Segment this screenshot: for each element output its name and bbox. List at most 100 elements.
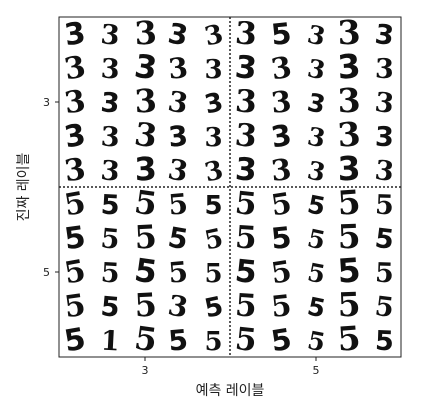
- digit-q3-r0-c0: 5: [233, 185, 258, 223]
- digit-q1-r4-c4: 3: [373, 155, 395, 188]
- digit-q2-r4-c0: 5: [62, 321, 89, 359]
- digit-q0-r0-c1: 3: [99, 19, 120, 52]
- digit-q2-r2-c3: 5: [167, 255, 189, 290]
- digit-q0-r3-c2: 3: [132, 115, 159, 156]
- digit-q0-r0-c2: 3: [134, 13, 158, 52]
- digit-q3-r3-c4: 5: [373, 291, 395, 324]
- digit-q2-r4-c3: 5: [167, 323, 189, 358]
- digit-q2-r1-c2: 5: [134, 217, 158, 256]
- digit-q1-r3-c3: 3: [336, 114, 362, 155]
- digit-q0-r2-c2: 3: [134, 81, 158, 120]
- digit-q0-r3-c1: 3: [100, 122, 120, 154]
- digit-q3-r3-c0: 5: [234, 287, 258, 324]
- digit-q0-r0-c3: 3: [166, 17, 191, 53]
- digit-q1-r1-c1: 3: [269, 50, 294, 87]
- y-axis-label: 진짜 레이블: [16, 152, 32, 221]
- digit-q3-r2-c0: 5: [233, 253, 258, 291]
- digit-q0-r2-c0: 3: [62, 84, 88, 122]
- digit-q1-r3-c4: 3: [375, 122, 395, 154]
- digit-q3-r4-c0: 5: [233, 321, 258, 359]
- digits-layer: 3 3 3 3 33 3 3 3 33 3 3 3 33 3 3 3 33 3 3 3 33 5 3 3 33 3 3 3 33 3 3 3 3…: [62, 13, 396, 360]
- digit-q3-r4-c1: 5: [269, 322, 294, 359]
- digit-q0-r4-c3: 3: [166, 153, 191, 189]
- digit-q3-r4-c4: 5: [375, 326, 395, 358]
- digit-q2-r2-c2: 5: [132, 251, 159, 292]
- digit-q1-r0-c4: 3: [373, 19, 395, 52]
- digit-q1-r4-c1: 3: [269, 152, 293, 188]
- digit-q2-r1-c0: 5: [62, 220, 88, 258]
- digit-q3-r1-c4: 5: [373, 223, 395, 256]
- digit-q2-r3-c0: 5: [62, 288, 88, 326]
- digit-q1-r3-c1: 3: [269, 118, 294, 155]
- digit-q2-r0-c4: 5: [204, 191, 222, 221]
- digit-q0-r0-c0: 3: [62, 16, 88, 54]
- digit-q0-r1-c0: 3: [62, 49, 89, 87]
- digit-q3-r0-c3: 5: [336, 182, 362, 223]
- digit-q0-r0-c4: 3: [202, 19, 226, 52]
- digit-q2-r1-c3: 5: [166, 221, 191, 257]
- digit-q3-r1-c3: 5: [337, 217, 361, 257]
- digit-q0-r1-c4: 3: [204, 55, 222, 85]
- digit-q1-r0-c0: 3: [234, 15, 258, 52]
- digit-q2-r1-c4: 5: [202, 223, 226, 256]
- digit-q0-r4-c1: 3: [99, 155, 120, 188]
- digit-q1-r1-c2: 3: [305, 54, 328, 86]
- digit-q3-r1-c1: 5: [269, 220, 293, 256]
- digit-q2-r0-c0: 5: [62, 185, 89, 223]
- digit-q2-r1-c1: 5: [99, 223, 120, 256]
- digit-q0-r4-c4: 3: [202, 155, 226, 188]
- x-tick-label-3: 3: [142, 364, 149, 377]
- digit-q3-r1-c2: 5: [305, 223, 328, 255]
- digit-q1-r1-c0: 3: [233, 49, 258, 87]
- digit-q1-r2-c1: 3: [269, 84, 293, 120]
- digit-q3-r4-c2: 5: [305, 326, 328, 358]
- digit-q0-r4-c2: 3: [134, 149, 158, 188]
- digit-q1-r4-c0: 3: [234, 151, 258, 188]
- digit-q3-r0-c1: 5: [269, 186, 294, 223]
- x-tick-label-5: 5: [313, 364, 320, 377]
- digit-q0-r1-c1: 3: [100, 54, 120, 86]
- x-axis-label: 예측 레이블: [196, 383, 265, 399]
- digit-q1-r4-c2: 3: [305, 155, 328, 187]
- digit-q0-r3-c0: 3: [62, 117, 89, 155]
- digit-q1-r2-c0: 3: [234, 83, 258, 120]
- digit-q2-r0-c1: 5: [100, 190, 120, 222]
- y-tick-label-5: 5: [43, 266, 50, 279]
- digit-q2-r3-c4: 5: [202, 291, 226, 324]
- digit-q2-r2-c4: 5: [204, 259, 222, 289]
- digit-q0-r2-c4: 3: [202, 87, 226, 120]
- digit-q0-r4-c0: 3: [62, 152, 88, 190]
- digit-q1-r0-c3: 3: [337, 13, 361, 53]
- digit-q0-r3-c4: 3: [204, 123, 222, 153]
- digit-q1-r0-c2: 3: [305, 19, 328, 51]
- digit-q2-r4-c2: 5: [132, 319, 159, 360]
- digit-q2-r3-c2: 5: [134, 285, 158, 324]
- digit-q2-r3-c3: 3: [166, 289, 191, 325]
- digit-q3-r2-c1: 5: [269, 254, 294, 291]
- digit-q3-r2-c3: 5: [336, 250, 362, 291]
- digit-q1-r3-c0: 3: [233, 117, 258, 155]
- digit-q2-r0-c2: 5: [132, 183, 159, 224]
- digit-q3-r0-c4: 5: [375, 190, 395, 222]
- digit-q3-r3-c3: 5: [337, 285, 361, 325]
- digit-q2-r4-c4: 5: [204, 327, 222, 357]
- digit-q1-r0-c1: 5: [269, 16, 293, 52]
- digit-q1-r4-c3: 3: [337, 149, 361, 189]
- digit-q1-r1-c3: 3: [336, 46, 362, 87]
- digit-q0-r2-c1: 3: [99, 87, 120, 120]
- digit-q2-r2-c0: 5: [62, 253, 89, 291]
- digit-q3-r4-c3: 5: [336, 318, 362, 359]
- digit-q0-r1-c2: 3: [132, 47, 159, 88]
- digit-q0-r2-c3: 3: [166, 85, 191, 121]
- digit-q2-r4-c1: 1: [100, 326, 120, 358]
- digit-q2-r2-c1: 5: [100, 258, 120, 290]
- digit-q3-r0-c2: 5: [305, 190, 328, 222]
- y-tick-label-3: 3: [43, 96, 50, 109]
- digit-q3-r3-c2: 5: [305, 291, 328, 323]
- digit-q2-r0-c3: 5: [167, 187, 189, 222]
- digit-q1-r2-c4: 3: [373, 87, 395, 120]
- digit-q1-r2-c2: 3: [305, 87, 328, 119]
- digit-q0-r3-c3: 3: [167, 119, 189, 154]
- digit-q3-r3-c1: 5: [269, 288, 293, 324]
